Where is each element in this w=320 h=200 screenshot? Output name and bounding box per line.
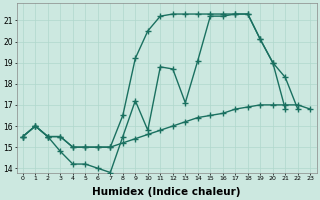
X-axis label: Humidex (Indice chaleur): Humidex (Indice chaleur) — [92, 187, 241, 197]
